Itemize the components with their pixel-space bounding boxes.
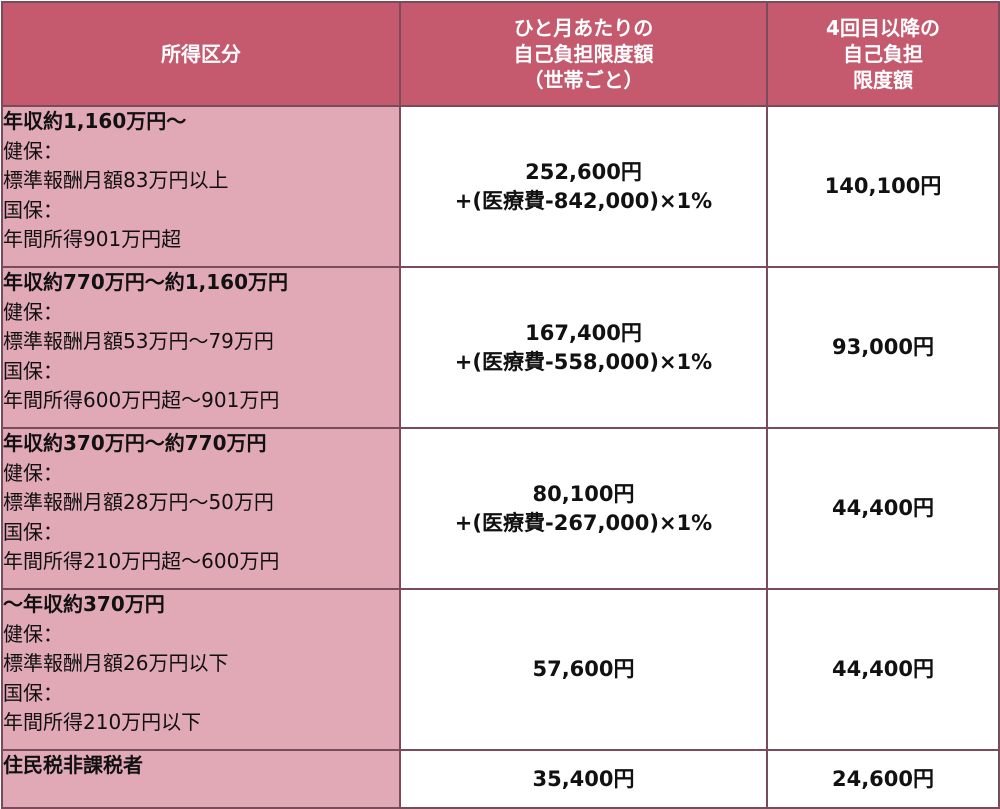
income-category-cell: ～年収約370万円 健保： 標準報酬月額26万円以下 国保： 年間所得210万円… [1, 588, 401, 751]
header-monthly-limit-line: ひと月あたりの [513, 16, 654, 40]
table-row: 年収約370万円～約770万円 健保： 標準報酬月額28万円～50万円 国保： … [1, 427, 1000, 590]
income-category-detail: 国保： [3, 680, 63, 705]
table-row: 年収約770万円～約1,160万円 健保： 標準報酬月額53万円～79万円 国保… [1, 266, 1000, 429]
income-category-detail: 年間所得901万円超 [3, 227, 182, 251]
table-row: ～年収約370万円 健保： 標準報酬月額26万円以下 国保： 年間所得210万円… [1, 588, 1000, 751]
monthly-limit-cell: 252,600円 +(医療費-842,000)×1% [399, 105, 768, 268]
income-category-detail: 国保： [3, 358, 63, 383]
header-fourth-time-limit-line: 4回目以降の [826, 16, 940, 40]
income-category-cell: 年収約1,160万円～ 健保： 標準報酬月額83万円以上 国保： 年間所得901… [1, 105, 401, 268]
income-category-detail: 標準報酬月額28万円～50万円 [3, 490, 274, 514]
monthly-limit-cell: 80,100円 +(医療費-267,000)×1% [399, 427, 768, 590]
income-category-detail: 年間所得210万円以下 [3, 710, 202, 734]
fourth-time-limit-value: 44,400円 [831, 657, 935, 681]
income-category-detail: 国保： [3, 519, 63, 544]
fourth-time-limit-cell: 24,600円 [766, 749, 1000, 809]
income-category-title: 年収約1,160万円～ [3, 109, 187, 133]
monthly-limit-cell: 167,400円 +(医療費-558,000)×1% [399, 266, 768, 429]
header-monthly-limit-line: 自己負担限度額 [513, 42, 654, 66]
income-category-detail: 健保： [3, 460, 63, 485]
header-fourth-time-limit: 4回目以降の 自己負担 限度額 [766, 1, 1000, 107]
header-fourth-time-limit-line: 限度額 [853, 68, 913, 92]
monthly-limit-formula: +(医療費-842,000)×1% [454, 188, 713, 213]
income-category-detail: 国保： [3, 197, 63, 222]
income-category-cell: 年収約370万円～約770万円 健保： 標準報酬月額28万円～50万円 国保： … [1, 427, 401, 590]
fourth-time-limit-value: 140,100円 [824, 174, 942, 198]
monthly-limit-formula: +(医療費-267,000)×1% [454, 510, 713, 535]
fourth-time-limit-cell: 44,400円 [766, 588, 1000, 751]
income-category-detail: 標準報酬月額26万円以下 [3, 651, 229, 675]
header-row: 所得区分 ひと月あたりの 自己負担限度額 （世帯ごと） 4回目以降の 自己負担 … [1, 1, 1000, 107]
monthly-limit-cell: 35,400円 [399, 749, 768, 809]
income-category-title: 年収約370万円～約770万円 [3, 431, 267, 455]
income-category-detail: 健保： [3, 299, 63, 324]
header-monthly-limit: ひと月あたりの 自己負担限度額 （世帯ごと） [399, 1, 768, 107]
monthly-limit-value: 252,600円 [525, 159, 642, 184]
monthly-limit-value: 80,100円 [532, 481, 635, 506]
header-fourth-time-limit-line: 自己負担 [843, 42, 923, 66]
income-category-detail: 健保： [3, 621, 63, 646]
table-row: 年収約1,160万円～ 健保： 標準報酬月額83万円以上 国保： 年間所得901… [1, 105, 1000, 268]
income-category-cell: 住民税非課税者 [1, 749, 401, 809]
fourth-time-limit-cell: 140,100円 [766, 105, 1000, 268]
fourth-time-limit-cell: 44,400円 [766, 427, 1000, 590]
fourth-time-limit-value: 93,000円 [831, 335, 935, 359]
fourth-time-limit-value: 24,600円 [831, 766, 935, 791]
table-row: 住民税非課税者 35,400円 24,600円 [1, 749, 1000, 809]
income-category-title: 年収約770万円～約1,160万円 [3, 270, 289, 294]
fourth-time-limit-value: 44,400円 [831, 496, 935, 520]
monthly-limit-value: 167,400円 [525, 320, 642, 345]
header-monthly-limit-line: （世帯ごと） [523, 68, 644, 92]
income-category-detail: 健保： [3, 138, 63, 163]
monthly-limit-cell: 57,600円 [399, 588, 768, 751]
monthly-limit-value: 57,600円 [532, 657, 635, 681]
income-category-title: ～年収約370万円 [3, 592, 165, 616]
header-income-category: 所得区分 [1, 1, 401, 107]
income-category-detail: 年間所得600万円超～901万円 [3, 388, 280, 412]
monthly-limit-value: 35,400円 [532, 766, 635, 791]
income-category-detail: 年間所得210万円超～600万円 [3, 549, 280, 573]
income-category-title: 住民税非課税者 [3, 753, 143, 777]
monthly-limit-formula: +(医療費-558,000)×1% [454, 349, 713, 374]
income-category-cell: 年収約770万円～約1,160万円 健保： 標準報酬月額53万円～79万円 国保… [1, 266, 401, 429]
income-category-detail: 標準報酬月額83万円以上 [3, 168, 229, 192]
income-category-detail: 標準報酬月額53万円～79万円 [3, 329, 274, 353]
header-income-category-line: 所得区分 [161, 42, 241, 66]
fourth-time-limit-cell: 93,000円 [766, 266, 1000, 429]
